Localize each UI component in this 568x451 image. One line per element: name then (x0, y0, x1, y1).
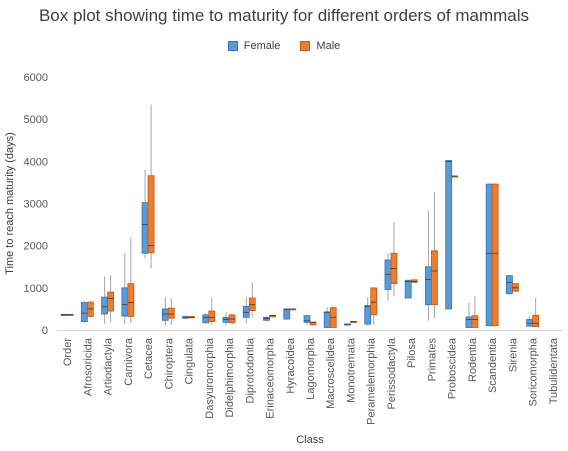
box-male (248, 297, 256, 312)
box-female (526, 319, 534, 327)
x-tick-label: Rodentia (467, 337, 479, 382)
box-male (532, 314, 540, 328)
x-tick-label: Diprotodontia (244, 337, 256, 403)
x-tick-label: Perissodactyla (386, 337, 398, 409)
x-tick-label: Scandentia (487, 337, 499, 393)
x-tick-label: Cetacea (143, 337, 155, 379)
box-female (384, 259, 392, 290)
box-female (161, 308, 169, 321)
box-male (107, 291, 114, 312)
x-tick-label: Afrosoricida (82, 337, 94, 396)
box-female (505, 275, 513, 295)
x-tick-label: Macroscelidea (325, 337, 337, 409)
box-male (269, 314, 276, 318)
x-tick-label: Dasyuromorphia (204, 337, 216, 419)
box-male (147, 175, 155, 254)
y-tick-label: 3000 (24, 199, 48, 211)
legend-item-female: Female (227, 40, 281, 52)
x-tick-label: Hyracoidea (285, 337, 297, 394)
box-female (323, 311, 331, 328)
box-male (410, 279, 418, 283)
legend-item-male: Male (300, 40, 340, 52)
y-axis-title: Time to reach maturity (days) (4, 132, 16, 275)
box-female (404, 279, 412, 299)
box-male (208, 310, 216, 322)
x-tick-label: Artiodactyla (103, 337, 115, 395)
box-female (425, 266, 432, 306)
x-tick-label: Lagomorpha (305, 337, 317, 400)
box-male (431, 250, 438, 306)
legend: Female Male (0, 40, 568, 52)
x-tick-label: Proboscidea (447, 337, 459, 399)
legend-swatch-female (227, 41, 238, 51)
box-female (242, 305, 250, 318)
box-female (364, 305, 372, 325)
box-male (86, 301, 94, 317)
box-male (309, 321, 317, 326)
box-male (127, 283, 135, 317)
chart-title: Box plot showing time to maturity for di… (38, 6, 530, 25)
y-tick-label: 4000 (24, 156, 48, 168)
y-tick-label: 1000 (24, 283, 48, 295)
box-female (80, 302, 88, 322)
box-male (471, 315, 479, 328)
y-tick-label: 5000 (24, 114, 48, 126)
x-tick-label: Order (62, 338, 74, 366)
box-female (283, 308, 291, 320)
x-tick-label: Pilosa (406, 337, 418, 368)
legend-label-female: Female (243, 40, 281, 52)
box-male (512, 283, 519, 292)
box-female (121, 287, 129, 317)
x-tick-label: Soricomorpha (528, 337, 540, 406)
box-female (445, 160, 453, 310)
x-axis-title: Class (296, 434, 324, 446)
legend-label-male: Male (316, 40, 341, 52)
box-female (465, 316, 473, 328)
x-tick-label: Chiroptera (163, 337, 175, 389)
box-female (485, 183, 493, 327)
x-tick-label: Monotremata (345, 337, 357, 403)
box-female (222, 316, 230, 323)
y-tick-label: 0 (42, 325, 48, 337)
x-tick-label: Primates (426, 338, 438, 382)
box-female (202, 314, 210, 324)
x-tick-label: Erinaceomorpha (265, 337, 277, 419)
box-male (370, 287, 378, 316)
x-tick-label: Sirenia (507, 337, 519, 372)
box-male (167, 307, 175, 319)
x-tick-label: Didelphimorphia (224, 337, 236, 417)
x-tick-label: Peramelemorphia (366, 337, 378, 425)
x-tick-label: Cingulata (184, 337, 196, 384)
box-male (491, 183, 499, 327)
box-female (141, 202, 149, 254)
x-tick-label: Tubulidentata (548, 337, 560, 404)
x-tick-label: Carnivora (123, 337, 135, 386)
box-female (101, 296, 108, 315)
y-tick-label: 6000 (24, 72, 48, 84)
y-tick-label: 2000 (24, 241, 48, 253)
box-female (303, 315, 311, 323)
legend-swatch-male (300, 41, 311, 51)
